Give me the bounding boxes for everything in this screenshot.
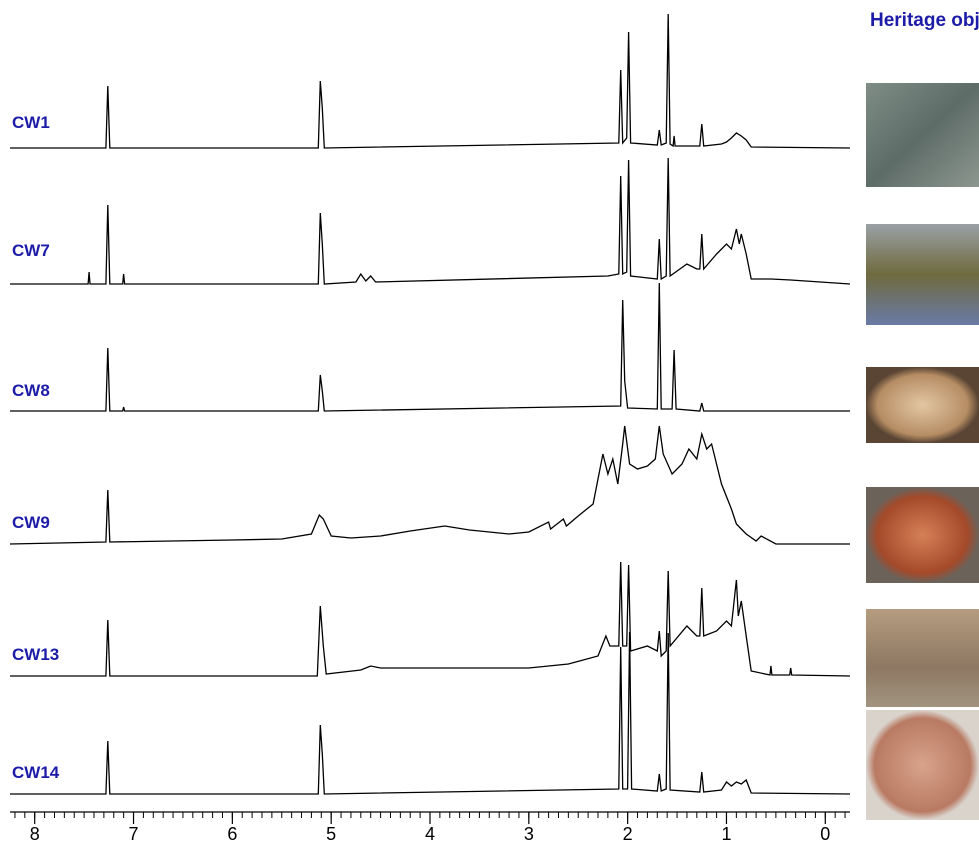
x-tick-label: 5	[326, 824, 336, 844]
spectrum	[9, 425, 850, 545]
x-tick-label: 6	[227, 824, 237, 844]
object-photo	[866, 710, 979, 820]
object-photo	[866, 83, 979, 187]
x-tick-label: 3	[524, 824, 534, 844]
x-tick-label: 8	[30, 824, 40, 844]
x-tick-label: 7	[129, 824, 139, 844]
spectrum	[10, 157, 851, 285]
x-tick-label: 0	[820, 824, 830, 844]
x-tick-label: 1	[721, 824, 731, 844]
object-photo	[866, 609, 979, 707]
spectrum	[10, 282, 850, 412]
series-label: CW8	[12, 381, 50, 400]
series-label: CW14	[12, 763, 60, 782]
spectrum	[10, 561, 851, 677]
spectrum	[10, 13, 851, 149]
series-label: CW7	[12, 241, 50, 260]
series-label: CW1	[12, 113, 50, 132]
spectrum	[10, 631, 851, 795]
side-title: Heritage objects	[870, 10, 979, 31]
series-label: CW13	[12, 645, 59, 664]
series-label: CW9	[12, 513, 50, 532]
object-photo	[866, 487, 979, 583]
x-tick-label: 4	[425, 824, 435, 844]
x-tick-label: 2	[623, 824, 633, 844]
object-photo	[866, 224, 979, 325]
object-photo	[866, 367, 979, 443]
